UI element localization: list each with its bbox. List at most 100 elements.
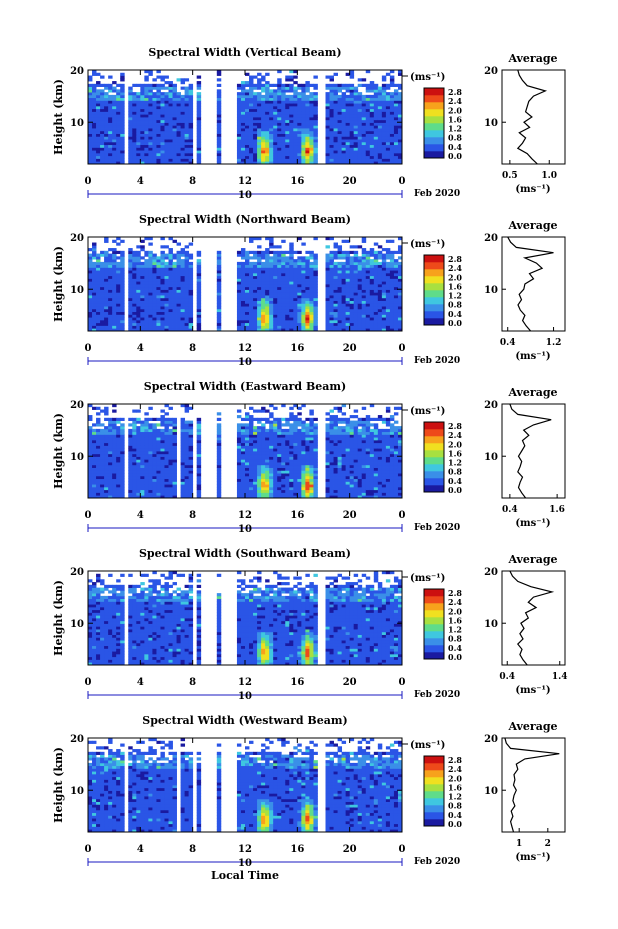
heatmap-cell [184, 133, 190, 137]
heatmap-cell [301, 86, 306, 90]
colorbar-swatch [424, 95, 444, 103]
heatmap-cell [96, 286, 101, 290]
heatmap-cell [136, 97, 141, 101]
heatmap-cell [104, 462, 109, 466]
heatmap-cell [172, 489, 177, 493]
heatmap-cell [132, 467, 137, 471]
heatmap-cell [333, 264, 338, 268]
heatmap-cell [265, 158, 270, 162]
heatmap-cell [285, 141, 290, 146]
heatmap-cell [329, 322, 334, 326]
heatmap-cell [100, 119, 105, 123]
heatmap-cell [112, 86, 117, 90]
heatmap-cell [128, 114, 133, 118]
colorbar-tick-label: 0.0 [448, 151, 462, 161]
heatmap-cell [333, 150, 338, 154]
heatmap-cell [329, 306, 334, 310]
heatmap-cell [104, 303, 109, 307]
heatmap-cell [184, 486, 190, 491]
heatmap-cell [261, 448, 266, 452]
heatmap-cell [88, 464, 93, 468]
heatmap-cell [180, 128, 186, 132]
heatmap-cell [196, 125, 202, 129]
heatmap-cell [373, 136, 379, 140]
heatmap-cell [196, 473, 202, 477]
heatmap-cell [164, 453, 169, 457]
heatmap-cell [132, 486, 137, 491]
heatmap-cell [176, 119, 181, 123]
heatmap-cell [381, 272, 387, 277]
heatmap-cell [196, 426, 202, 430]
heatmap-cell [164, 253, 169, 257]
heatmap-cell [285, 264, 290, 268]
heatmap-cell [273, 133, 278, 137]
heatmap-cell [281, 272, 286, 277]
heatmap-cell [265, 420, 270, 424]
heatmap-cell [164, 122, 169, 126]
colorbar-unit: (ms⁻¹) [410, 72, 445, 83]
heatmap-cell [257, 445, 262, 449]
heatmap-cell [369, 81, 375, 85]
heatmap-cell [361, 147, 367, 151]
heatmap-cell [160, 489, 165, 493]
heatmap-cell [96, 111, 101, 115]
heatmap-cell [136, 130, 141, 134]
colorbar-tick-label: 2.0 [448, 272, 462, 282]
heatmap-cell [353, 139, 359, 143]
heatmap-cell [156, 453, 161, 457]
heatmap-cell [261, 406, 266, 410]
heatmap-cell [136, 100, 141, 104]
heatmap-cell [156, 311, 161, 315]
heatmap-cell [373, 328, 379, 332]
heatmap-cell [301, 122, 306, 126]
heatmap-cell [273, 245, 278, 249]
heatmap-cell [180, 404, 186, 408]
heatmap-cell [253, 152, 258, 157]
heatmap-cell [249, 147, 254, 151]
heatmap-cell [96, 314, 101, 318]
heatmap-cell [345, 267, 351, 271]
heatmap-cell [341, 272, 347, 277]
heatmap-cell [385, 130, 391, 134]
heatmap-cell [245, 270, 250, 274]
heatmap-cell [309, 270, 314, 274]
heatmap-cell [313, 319, 318, 324]
heatmap-cell [140, 264, 145, 268]
heatmap-cell [240, 417, 246, 421]
heatmap-cell [96, 467, 101, 471]
heatmap-cell [281, 147, 286, 151]
heatmap-cell [381, 295, 387, 299]
heatmap-cell [313, 286, 318, 290]
heatmap-cell [104, 278, 109, 282]
heatmap-cell [257, 286, 262, 290]
heatmap-cell [216, 456, 222, 460]
heatmap-cell [136, 431, 141, 435]
heatmap-cell [88, 303, 93, 307]
heatmap-cell [184, 306, 190, 310]
heatmap-cell [249, 152, 254, 157]
heatmap-cell [249, 161, 254, 165]
heatmap-cell [301, 256, 306, 260]
heatmap-cell [273, 292, 278, 296]
heatmap-cell [277, 250, 282, 254]
heatmap-cell [393, 284, 399, 288]
heatmap-cell [357, 303, 363, 307]
heatmap-cell [152, 158, 157, 162]
heatmap-cell [180, 270, 186, 274]
heatmap-cell [92, 284, 97, 288]
heatmap-cell [385, 317, 391, 321]
heatmap-cell [184, 303, 190, 307]
heatmap-cell [273, 289, 278, 293]
heatmap-cell [289, 97, 294, 101]
heatmap-cell [140, 86, 145, 90]
heatmap-cell [293, 284, 298, 288]
heatmap-cell [144, 322, 149, 326]
heatmap-cell [168, 442, 173, 446]
heatmap-cell [377, 105, 383, 110]
heatmap-cell [140, 459, 145, 463]
heatmap-cell [325, 261, 330, 266]
heatmap-cell [289, 70, 294, 74]
heatmap-cell [156, 314, 161, 318]
heatmap-cell [156, 303, 161, 307]
heatmap-cell [240, 114, 246, 118]
